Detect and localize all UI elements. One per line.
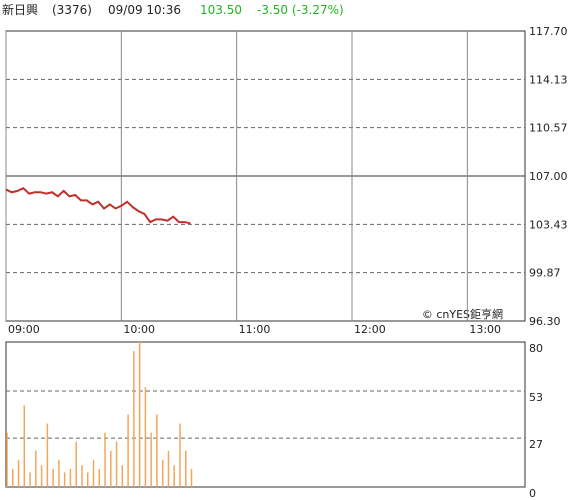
y-tick-label: 99.87 — [529, 267, 561, 280]
volume-frame — [5, 341, 526, 488]
y-tick-label: 27 — [529, 438, 543, 451]
y-tick-label: 53 — [529, 391, 543, 404]
x-tick-label: 12:00 — [354, 323, 386, 336]
y-tick-label: 117.70 — [529, 25, 568, 38]
watermark: © cnYES鉅亨網 — [422, 307, 503, 321]
y-tick-label: 110.57 — [529, 122, 568, 135]
y-tick-label: 103.43 — [529, 218, 568, 231]
price-line — [5, 187, 191, 225]
price: 103.50 — [200, 3, 242, 17]
x-tick-label: 10:00 — [123, 323, 155, 336]
x-tick-label: 09:00 — [8, 323, 40, 336]
stock-code: (3376) — [52, 3, 92, 17]
datetime: 09/09 10:36 — [108, 3, 181, 17]
x-tick-label: 13:00 — [469, 323, 501, 336]
x-tick-label: 11:00 — [239, 323, 271, 336]
y-tick-label: 107.00 — [529, 170, 568, 183]
stock-name: 新日興 — [2, 2, 38, 17]
y-tick-label: 0 — [529, 487, 536, 500]
y-tick-label: 96.30 — [529, 315, 561, 328]
change: -3.50 (-3.27%) — [257, 3, 344, 17]
y-tick-label: 114.13 — [529, 73, 568, 86]
y-tick-label: 80 — [529, 342, 543, 355]
